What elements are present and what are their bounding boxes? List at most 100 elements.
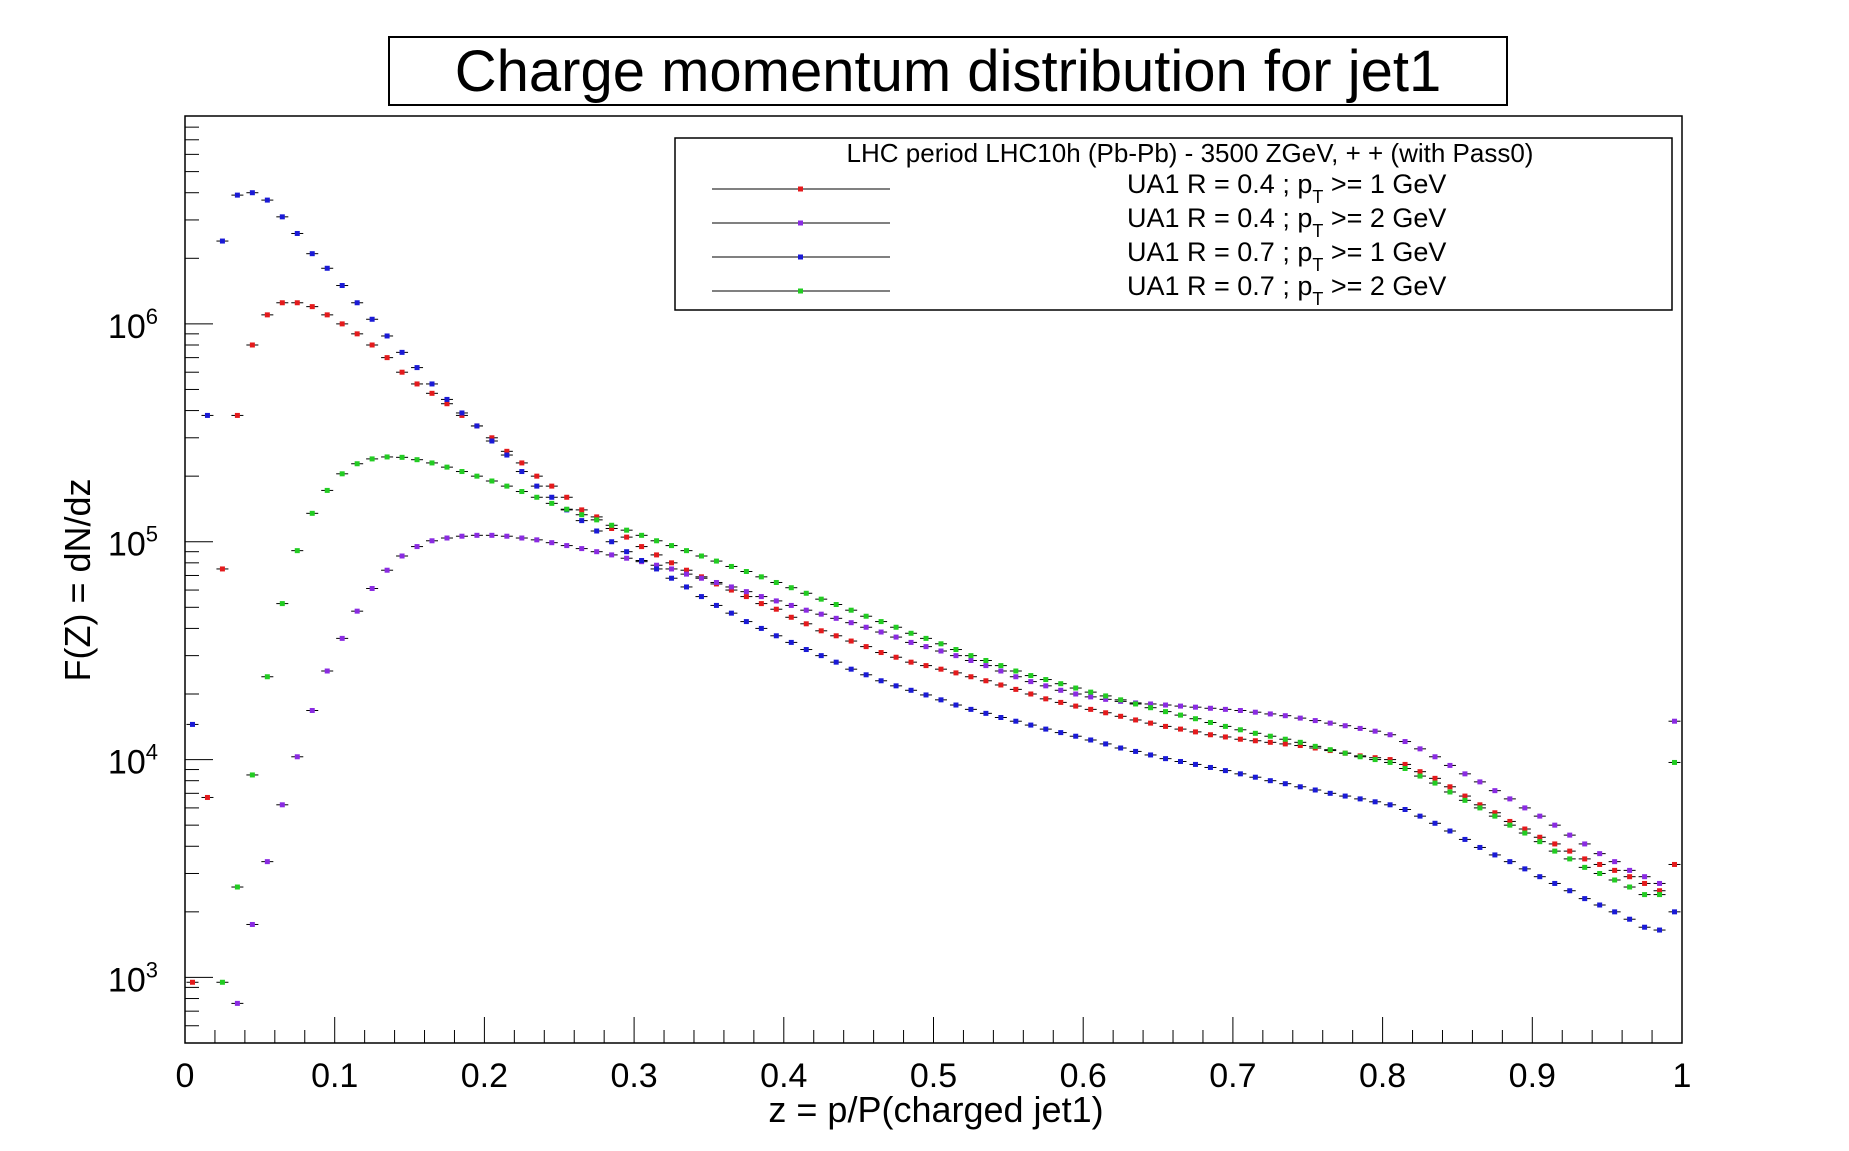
data-point bbox=[908, 659, 914, 665]
data-point bbox=[1612, 877, 1618, 883]
data-point bbox=[1178, 758, 1184, 764]
data-point bbox=[953, 670, 959, 676]
data-point bbox=[1462, 797, 1468, 803]
data-point bbox=[1597, 902, 1603, 908]
data-point bbox=[1417, 746, 1423, 752]
data-point bbox=[669, 566, 675, 572]
x-tick-label: 0.9 bbox=[1509, 1057, 1556, 1095]
data-point bbox=[788, 639, 794, 645]
data-point bbox=[1073, 685, 1079, 691]
data-point bbox=[1013, 674, 1019, 680]
data-point bbox=[1462, 836, 1468, 842]
data-point bbox=[1357, 796, 1363, 802]
x-axis-label: z = p/P(charged jet1) bbox=[768, 1089, 1103, 1130]
data-point bbox=[938, 697, 944, 703]
data-point bbox=[1492, 810, 1498, 816]
data-point bbox=[1073, 733, 1079, 739]
data-point bbox=[1432, 754, 1438, 760]
data-point bbox=[354, 461, 360, 467]
data-point bbox=[863, 613, 869, 619]
data-point bbox=[264, 197, 270, 203]
data-point bbox=[848, 638, 854, 644]
data-point bbox=[384, 454, 390, 460]
data-point bbox=[1207, 764, 1213, 770]
data-point bbox=[1387, 802, 1393, 808]
data-point bbox=[983, 710, 989, 716]
data-point bbox=[594, 528, 600, 534]
data-point bbox=[1297, 743, 1303, 749]
data-point bbox=[1372, 757, 1378, 763]
data-point bbox=[1148, 752, 1154, 758]
data-point bbox=[294, 754, 300, 760]
data-point bbox=[1327, 790, 1333, 796]
data-point bbox=[833, 633, 839, 639]
data-point bbox=[339, 635, 345, 641]
data-point bbox=[369, 342, 375, 348]
data-point bbox=[534, 483, 540, 489]
data-point bbox=[1447, 762, 1453, 768]
data-point bbox=[414, 365, 420, 371]
data-point bbox=[893, 634, 899, 640]
data-point bbox=[1402, 806, 1408, 812]
data-point bbox=[833, 659, 839, 665]
data-point bbox=[863, 644, 869, 650]
data-point bbox=[1028, 691, 1034, 697]
data-point bbox=[893, 683, 899, 689]
data-point bbox=[1192, 704, 1198, 710]
data-point bbox=[1133, 701, 1139, 707]
data-point bbox=[728, 584, 734, 590]
data-point bbox=[758, 625, 764, 631]
x-tick-label: 0 bbox=[176, 1057, 195, 1095]
data-point bbox=[489, 478, 495, 484]
data-point bbox=[1507, 859, 1513, 865]
data-point bbox=[968, 657, 974, 663]
data-point bbox=[1163, 709, 1169, 715]
x-tick-label: 0.7 bbox=[1209, 1057, 1256, 1095]
data-point bbox=[459, 410, 465, 416]
data-point bbox=[474, 423, 480, 429]
data-point bbox=[1417, 769, 1423, 775]
data-point bbox=[1402, 765, 1408, 771]
data-point bbox=[444, 396, 450, 402]
data-point bbox=[1552, 848, 1558, 854]
data-point bbox=[878, 619, 884, 625]
data-point bbox=[743, 619, 749, 625]
data-point bbox=[1222, 768, 1228, 774]
data-point bbox=[1432, 775, 1438, 781]
data-point bbox=[624, 527, 630, 533]
data-point bbox=[579, 512, 585, 518]
data-point bbox=[1612, 909, 1618, 915]
data-point bbox=[1537, 874, 1543, 880]
data-point bbox=[1013, 686, 1019, 692]
x-tick-label: 1 bbox=[1673, 1057, 1692, 1095]
data-point bbox=[1103, 696, 1109, 702]
data-point bbox=[953, 702, 959, 708]
data-point bbox=[1582, 841, 1588, 847]
data-point bbox=[324, 668, 330, 674]
data-point bbox=[1582, 896, 1588, 902]
data-point bbox=[1477, 779, 1483, 785]
data-point bbox=[938, 666, 944, 672]
data-point bbox=[803, 647, 809, 653]
data-point bbox=[1088, 689, 1094, 695]
data-point bbox=[594, 517, 600, 523]
data-point bbox=[1088, 694, 1094, 700]
data-point bbox=[249, 190, 255, 196]
legend-marker bbox=[798, 288, 803, 294]
data-point bbox=[968, 706, 974, 712]
data-point bbox=[728, 587, 734, 593]
legend-box bbox=[674, 137, 1673, 311]
data-point bbox=[743, 589, 749, 595]
data-point bbox=[923, 635, 929, 641]
data-point bbox=[249, 921, 255, 927]
chart-title-box: Charge momentum distribution for jet1 bbox=[388, 36, 1508, 106]
data-point bbox=[234, 884, 240, 890]
data-point bbox=[444, 401, 450, 407]
data-point bbox=[369, 316, 375, 322]
legend-entry: UA1 R = 0.7 ; pT >= 1 GeV bbox=[1127, 237, 1446, 275]
data-point bbox=[953, 653, 959, 659]
data-point bbox=[654, 562, 660, 568]
data-point bbox=[519, 535, 525, 541]
data-point bbox=[1148, 720, 1154, 726]
